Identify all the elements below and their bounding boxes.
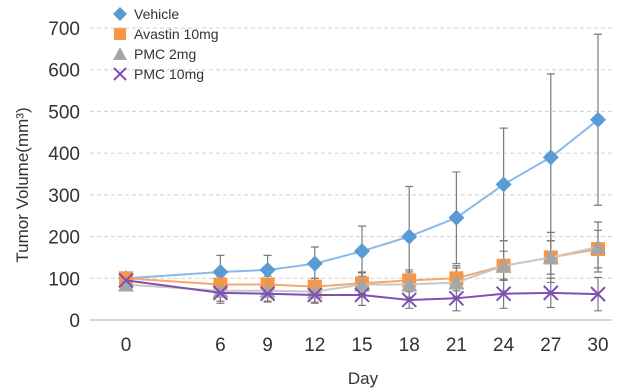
x-tick-label: 6: [215, 335, 226, 356]
data-point: [354, 243, 370, 260]
data-point: [118, 276, 134, 292]
x-tick-label: 9: [262, 335, 273, 356]
data-point: [448, 209, 465, 226]
data-point: [401, 276, 418, 292]
data-point: [306, 255, 323, 272]
data-point: [542, 249, 559, 265]
data-point: [307, 287, 323, 303]
data-point: [118, 272, 134, 289]
data-point: [212, 264, 229, 281]
data-point: [590, 286, 606, 302]
x-tick-label: 15: [351, 335, 372, 356]
x-tick-label: 12: [304, 335, 325, 356]
legend: Vehicle Avastin 10mg PMC 2mg PMC 10mg: [113, 6, 219, 82]
y-tick-labels: 0 100 200 300 400 500 600 700: [48, 19, 80, 332]
legend-marker: [113, 47, 127, 60]
data-point: [401, 228, 418, 245]
data-series: [118, 111, 606, 308]
y-tick-label: 400: [48, 144, 80, 165]
legend-label: Avastin 10mg: [134, 26, 219, 42]
x-tick-label: 18: [399, 335, 420, 356]
data-point: [495, 176, 512, 193]
data-point: [259, 286, 276, 302]
x-tick-label: 24: [493, 335, 515, 356]
data-point: [259, 261, 276, 278]
data-point: [448, 274, 465, 290]
data-point: [448, 290, 465, 307]
y-axis-title: Tumor Volume(mm³): [13, 107, 32, 262]
data-point: [542, 149, 559, 166]
legend-marker: [113, 7, 127, 21]
x-axis-title: Day: [348, 369, 379, 388]
data-point: [354, 276, 370, 292]
y-tick-label: 300: [48, 186, 80, 207]
x-tick-label: 27: [540, 335, 561, 356]
data-point: [212, 285, 229, 301]
legend-marker: [113, 67, 127, 81]
y-tick-label: 700: [48, 19, 80, 40]
y-tick-label: 600: [48, 61, 80, 82]
data-point: [590, 239, 606, 254]
legend-label: PMC 2mg: [134, 46, 196, 62]
data-point: [495, 257, 512, 273]
legend-marker: [114, 28, 126, 40]
legend-label: PMC 10mg: [134, 66, 204, 82]
data-point: [543, 285, 559, 301]
data-point: [212, 282, 229, 298]
series-line: [125, 246, 599, 293]
data-point: [590, 111, 606, 128]
series-line: [125, 118, 599, 280]
x-tick-label: 0: [121, 335, 132, 356]
data-point: [401, 292, 417, 308]
y-tick-label: 0: [69, 311, 80, 332]
x-tick-label: 30: [587, 335, 608, 356]
y-tick-label: 200: [48, 228, 80, 249]
legend-label: Vehicle: [134, 6, 179, 22]
grid-lines: [90, 27, 612, 321]
data-point: [354, 287, 370, 303]
data-point: [495, 286, 512, 302]
y-tick-label: 500: [48, 102, 80, 123]
x-tick-labels: 0 6 9 12 15 18 21 24 27 30: [121, 335, 609, 356]
y-tick-label: 100: [48, 269, 80, 290]
series-line: [125, 279, 599, 301]
x-tick-label: 21: [446, 335, 467, 356]
